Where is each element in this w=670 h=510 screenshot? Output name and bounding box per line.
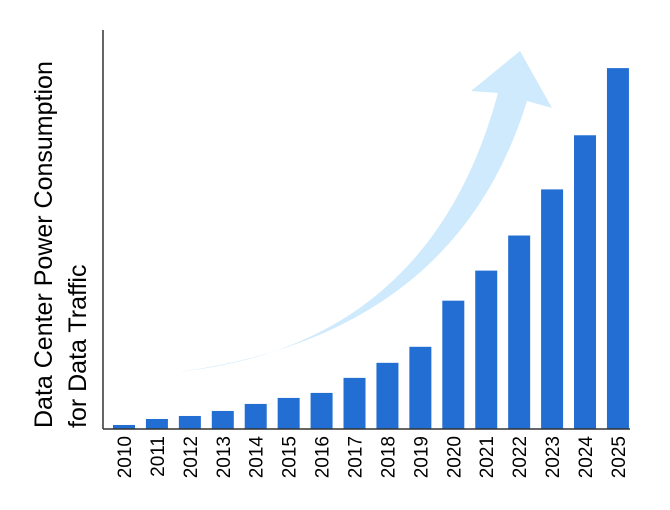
x-tick-label: 2024 [576, 436, 597, 479]
bar-2025 [606, 68, 629, 430]
x-tick-label: 2017 [346, 436, 367, 478]
x-tick-label: 2011 [148, 436, 169, 477]
bar-2018 [376, 362, 399, 429]
x-tick-label: 2023 [543, 436, 564, 478]
x-tick-label: 2025 [609, 436, 630, 478]
x-tick-label: 2018 [378, 436, 399, 478]
x-tick-label: 2013 [214, 436, 235, 478]
bar-2015 [277, 397, 300, 429]
bar-2014 [244, 403, 267, 429]
x-tick-label: 2019 [411, 436, 432, 478]
bar-2012 [178, 415, 201, 429]
bar-2019 [409, 346, 432, 429]
bar-2010 [113, 424, 135, 429]
bar-2013 [211, 410, 234, 429]
bar-2020 [442, 300, 465, 429]
y-axis-label-line-1: Data Center Power Consumption [30, 61, 58, 428]
x-tick-label: 2010 [115, 436, 136, 478]
x-tick-label: 2022 [510, 436, 531, 478]
bar-2021 [475, 270, 498, 429]
y-axis-label-line-2: for Data Traffic [64, 265, 92, 429]
bar-2022 [508, 235, 531, 429]
x-tick-label: 2020 [444, 436, 465, 478]
x-tick-label: 2014 [247, 436, 268, 479]
x-tick-label: 2012 [181, 436, 202, 478]
bar-2023 [541, 189, 564, 429]
bar-2016 [310, 392, 333, 429]
x-tick-label: 2016 [313, 436, 334, 478]
x-tick-label: 2021 [477, 436, 498, 478]
bar-2011 [145, 418, 168, 429]
bar-2017 [343, 377, 366, 429]
bar-2024 [574, 135, 597, 429]
trend-arrow [178, 51, 552, 372]
x-tick-label: 2015 [280, 436, 301, 478]
